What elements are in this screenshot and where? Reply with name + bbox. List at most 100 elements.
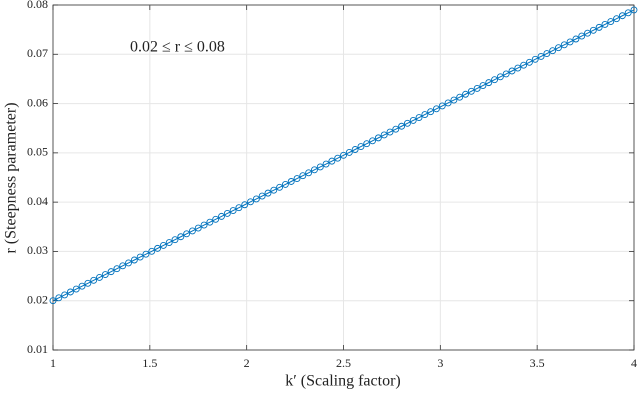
y-tick-label: 0.02 bbox=[27, 292, 48, 306]
marker bbox=[601, 21, 609, 28]
marker bbox=[61, 291, 69, 299]
marker bbox=[357, 143, 365, 151]
marker bbox=[444, 99, 452, 107]
marker bbox=[525, 58, 533, 66]
marker bbox=[374, 134, 382, 142]
marker bbox=[84, 279, 92, 287]
marker bbox=[171, 236, 179, 244]
annotation: 0.02 ≤ r ≤ 0.08 bbox=[130, 39, 225, 56]
marker bbox=[351, 146, 359, 153]
marker bbox=[403, 119, 411, 127]
marker bbox=[380, 131, 388, 139]
y-tick-label: 0.01 bbox=[27, 342, 48, 356]
marker bbox=[66, 288, 74, 296]
marker bbox=[607, 18, 615, 26]
marker bbox=[183, 230, 191, 238]
marker bbox=[462, 90, 469, 98]
marker bbox=[200, 221, 208, 229]
marker bbox=[229, 207, 237, 215]
marker bbox=[223, 210, 231, 217]
marker bbox=[531, 55, 539, 63]
marker bbox=[502, 70, 510, 78]
marker bbox=[125, 259, 132, 267]
marker bbox=[293, 175, 301, 183]
marker bbox=[514, 64, 522, 72]
y-tick-label: 0.07 bbox=[27, 46, 48, 60]
marker bbox=[287, 178, 295, 185]
marker bbox=[142, 250, 150, 258]
y-tick-label: 0.04 bbox=[27, 194, 48, 208]
marker bbox=[212, 215, 220, 223]
x-tick-label: 3.5 bbox=[530, 356, 545, 370]
marker bbox=[270, 186, 278, 194]
x-tick-label: 3 bbox=[437, 356, 443, 370]
marker bbox=[281, 180, 289, 188]
marker bbox=[415, 114, 423, 121]
x-tick-label: 1.5 bbox=[142, 356, 157, 370]
marker bbox=[386, 128, 394, 136]
marker bbox=[247, 198, 254, 206]
marker bbox=[450, 96, 458, 104]
x-tick-label: 1 bbox=[50, 356, 56, 370]
marker bbox=[438, 102, 446, 110]
marker bbox=[456, 93, 464, 101]
marker bbox=[345, 148, 353, 156]
marker bbox=[572, 35, 580, 43]
marker bbox=[496, 73, 504, 81]
marker bbox=[316, 163, 324, 171]
marker bbox=[566, 38, 574, 46]
marker bbox=[136, 253, 144, 261]
marker bbox=[398, 122, 406, 130]
marker bbox=[311, 166, 318, 174]
marker bbox=[107, 268, 115, 276]
marker bbox=[560, 41, 568, 49]
marker bbox=[618, 12, 626, 20]
x-axis-label: k′ (Scaling factor) bbox=[285, 373, 400, 390]
y-axis-label: r (Steepness parameter) bbox=[3, 102, 20, 253]
y-tick-label: 0.08 bbox=[27, 0, 48, 11]
marker bbox=[340, 151, 347, 159]
marker bbox=[491, 76, 499, 84]
marker bbox=[427, 108, 435, 116]
marker bbox=[485, 79, 493, 87]
marker bbox=[520, 61, 528, 69]
x-tick-label: 4 bbox=[631, 356, 637, 370]
marker bbox=[90, 276, 98, 284]
marker bbox=[235, 204, 243, 212]
marker bbox=[589, 26, 597, 34]
marker bbox=[467, 87, 475, 95]
y-tick-label: 0.03 bbox=[27, 243, 48, 257]
marker bbox=[369, 137, 376, 145]
marker bbox=[613, 15, 621, 23]
marker bbox=[72, 285, 80, 293]
marker bbox=[334, 154, 342, 162]
y-tick-label: 0.05 bbox=[27, 145, 48, 159]
marker bbox=[624, 9, 632, 17]
marker bbox=[555, 44, 562, 52]
marker bbox=[78, 282, 86, 290]
marker bbox=[252, 195, 260, 203]
marker bbox=[130, 256, 138, 264]
marker bbox=[328, 157, 336, 165]
marker bbox=[630, 6, 638, 14]
y-tick-label: 0.06 bbox=[27, 95, 48, 109]
x-tick-label: 2 bbox=[244, 356, 250, 370]
marker bbox=[421, 111, 429, 119]
marker bbox=[96, 274, 103, 281]
marker bbox=[154, 244, 162, 252]
marker bbox=[322, 160, 330, 168]
marker bbox=[578, 32, 586, 40]
marker bbox=[276, 183, 284, 191]
marker bbox=[433, 105, 440, 113]
marker bbox=[473, 84, 481, 92]
marker bbox=[595, 23, 603, 31]
marker bbox=[299, 172, 307, 180]
marker bbox=[264, 189, 272, 197]
marker bbox=[177, 233, 185, 241]
marker bbox=[101, 271, 109, 278]
marker bbox=[159, 242, 167, 249]
plot-frame bbox=[52, 4, 635, 351]
marker bbox=[165, 239, 173, 247]
line bbox=[52, 9, 635, 302]
